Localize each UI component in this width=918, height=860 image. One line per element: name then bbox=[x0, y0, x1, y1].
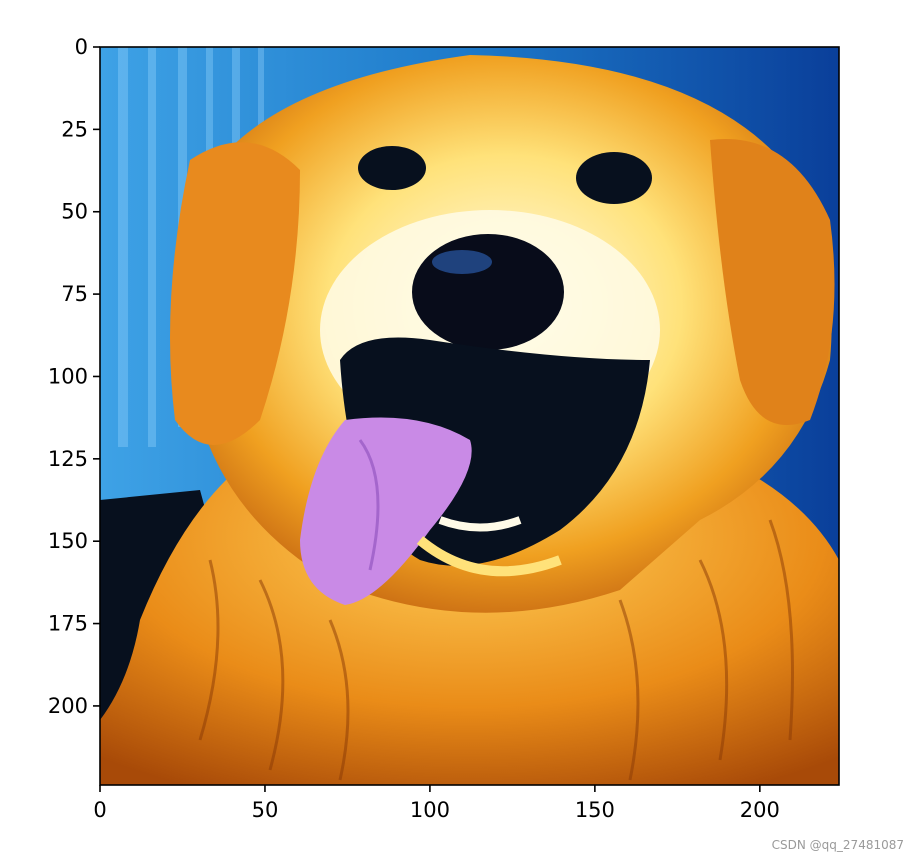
x-tick-label: 0 bbox=[93, 798, 106, 822]
y-tick-label: 0 bbox=[75, 35, 88, 59]
y-tick-label: 75 bbox=[61, 282, 88, 306]
x-tick-label: 100 bbox=[410, 798, 450, 822]
y-axis: 0 25 50 75 100 125 150 175 200 bbox=[48, 35, 100, 718]
y-tick-label: 100 bbox=[48, 364, 88, 388]
watermark-text: CSDN @qq_27481087 bbox=[771, 838, 904, 852]
y-tick-label: 175 bbox=[48, 612, 88, 636]
x-axis: 0 50 100 150 200 bbox=[93, 785, 780, 822]
y-tick-label: 150 bbox=[48, 529, 88, 553]
y-tick-label: 50 bbox=[61, 200, 88, 224]
y-tick-label: 25 bbox=[61, 117, 88, 141]
y-tick-label: 125 bbox=[48, 447, 88, 471]
x-tick-label: 150 bbox=[575, 798, 615, 822]
y-tick-label: 200 bbox=[48, 694, 88, 718]
dog-photo bbox=[100, 47, 839, 785]
axes-frame bbox=[99, 46, 840, 786]
x-tick-label: 200 bbox=[740, 798, 780, 822]
x-tick-label: 50 bbox=[252, 798, 279, 822]
